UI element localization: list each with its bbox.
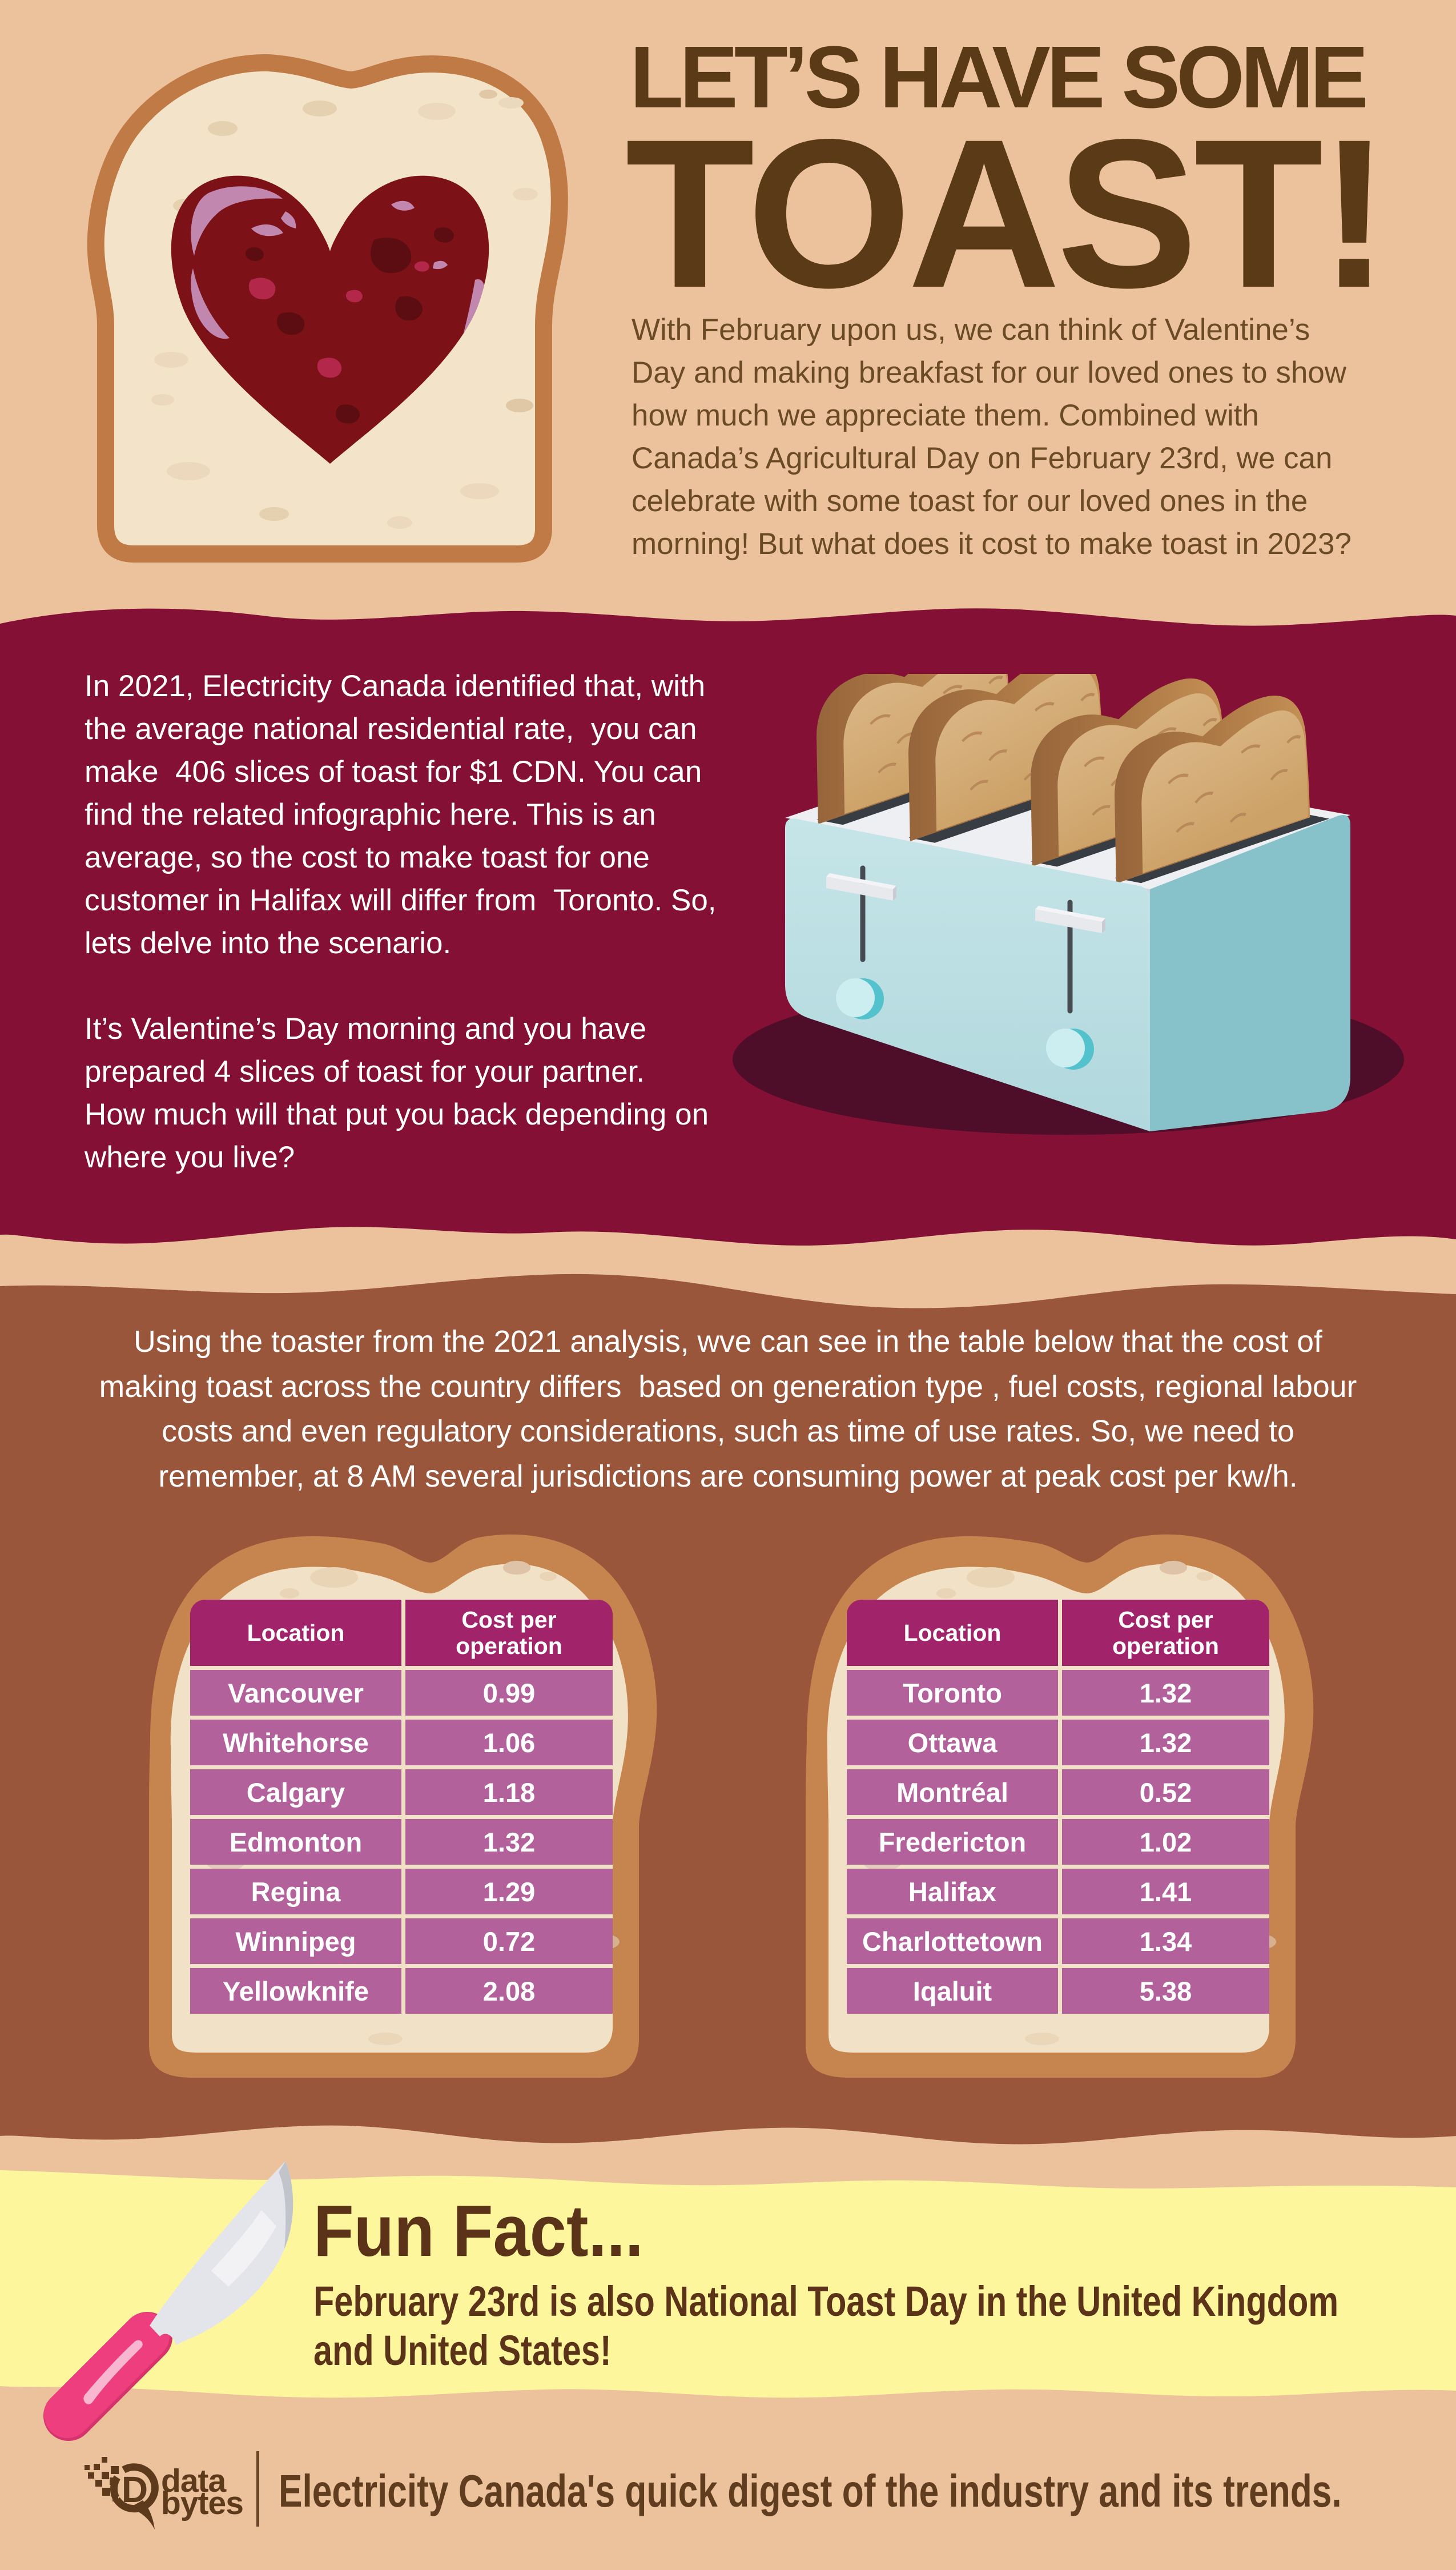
svg-text:bytes: bytes <box>161 2485 243 2521</box>
svg-text:data: data <box>161 2463 227 2499</box>
svg-text:D: D <box>122 2469 148 2510</box>
